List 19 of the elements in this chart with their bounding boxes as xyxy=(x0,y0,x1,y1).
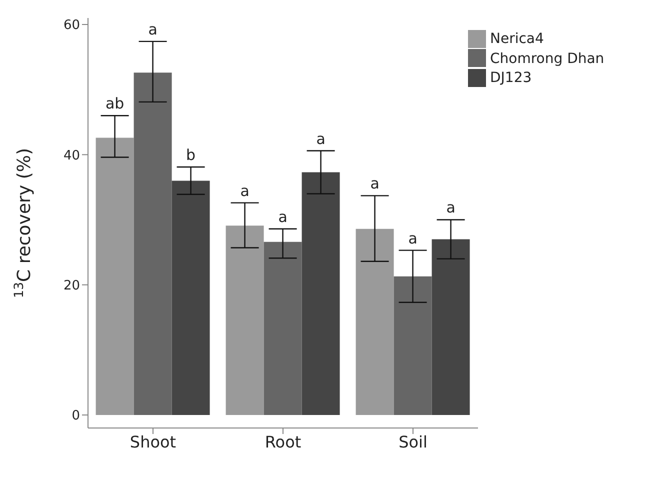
annotation: a xyxy=(446,198,456,217)
annotation: a xyxy=(240,182,250,200)
legend-label: Chomrong Dhan xyxy=(490,50,604,67)
legend-label: DJ123 xyxy=(490,70,532,86)
y-tick-label: 20 xyxy=(63,278,80,294)
annotation: ab xyxy=(105,94,124,113)
x-tick-label: Soil xyxy=(398,432,428,452)
annotation: a xyxy=(278,208,288,226)
annotation: a xyxy=(148,20,158,38)
annotation: a xyxy=(316,130,326,148)
y-tick-label: 0 xyxy=(72,408,80,424)
annotation: b xyxy=(186,146,196,164)
y-tick-label: 60 xyxy=(63,18,80,34)
annotation: a xyxy=(370,174,380,193)
legend-label: Nerica4 xyxy=(490,31,544,47)
annotation: a xyxy=(408,229,418,248)
x-tick-label: Shoot xyxy=(130,432,176,452)
y-tick-label: 40 xyxy=(63,148,80,164)
x-tick-label: Root xyxy=(264,432,302,452)
